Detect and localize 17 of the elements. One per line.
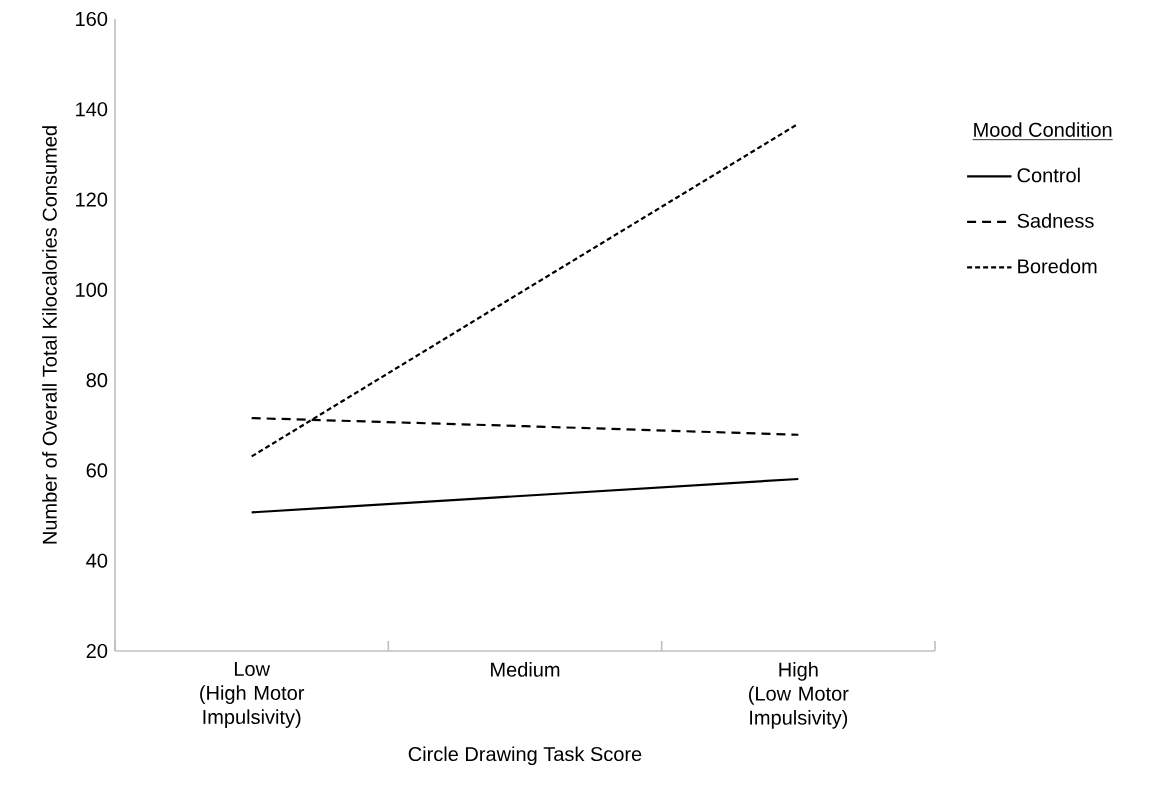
legend-label: Control (1017, 167, 1080, 183)
y-tick-label: 20 (86, 643, 108, 659)
y-tick-label: 40 (86, 553, 108, 568)
y-tick-label: 80 (86, 373, 108, 388)
y-tick-label: 100 (76, 282, 108, 297)
y-tick-label: 120 (76, 192, 108, 207)
legend-label: Boredom (1018, 258, 1097, 274)
legend-label: Sadness (1017, 213, 1094, 228)
x-tick-label: High (Low Motor Impulsivity) (749, 662, 849, 729)
y-tick-label: 60 (86, 463, 108, 478)
x-tick-label: Low (High Motor Impulsivity) (200, 662, 305, 728)
y-tick-label: 140 (76, 102, 108, 117)
x-tick-label: Medium (491, 662, 560, 677)
legend-title: Mood Condition (974, 122, 1112, 137)
y-axis-title: Number of Overall Total Kilocalories Consumed (42, 126, 57, 544)
y-tick-label: 160 (76, 11, 108, 27)
x-axis-title: Circle Drawing Task Score (408, 746, 642, 766)
